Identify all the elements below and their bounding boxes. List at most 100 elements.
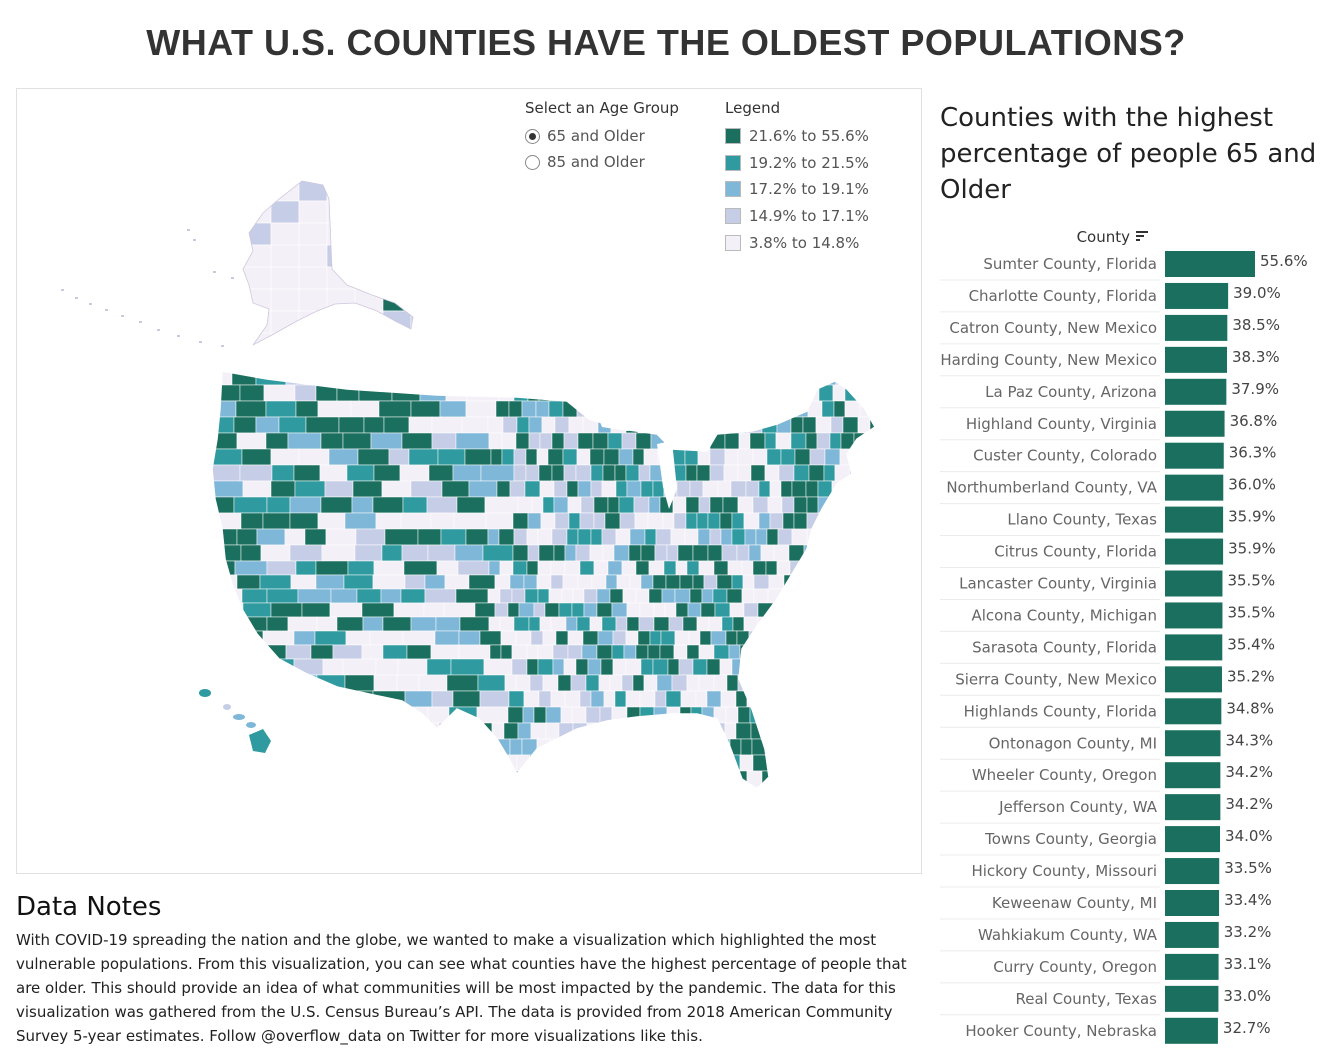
legend-swatch xyxy=(725,181,741,198)
legend-swatch xyxy=(725,154,741,171)
legend-title: Legend xyxy=(725,99,781,117)
legend-item[interactable]: 3.8% to 14.8% xyxy=(725,229,869,256)
data-label: 38.5% xyxy=(1232,316,1280,334)
legend-item[interactable]: 14.9% to 17.1% xyxy=(725,203,869,230)
county-bar-chart: County Sumter County, Florida 55.6% Charlot… xyxy=(940,228,1308,1044)
category-label: Curry County, Oregon xyxy=(993,958,1157,976)
bar[interactable] xyxy=(1165,953,1219,980)
bar[interactable] xyxy=(1165,346,1227,373)
category-label: Sierra County, New Mexico xyxy=(955,670,1157,688)
category-label: Hickory County, Missouri xyxy=(971,862,1157,880)
bar[interactable] xyxy=(1165,282,1229,309)
data-label: 36.0% xyxy=(1228,476,1276,494)
data-label: 33.4% xyxy=(1224,891,1272,909)
contiguous-us-counties[interactable] xyxy=(212,369,890,803)
category-label: Jefferson County, WA xyxy=(998,798,1158,816)
map-panel: Select an Age Group 65 and Older 85 and … xyxy=(16,88,922,874)
legend-item[interactable]: 21.6% to 55.6% xyxy=(725,123,869,150)
data-label: 34.3% xyxy=(1226,731,1274,749)
bar[interactable] xyxy=(1165,251,1255,277)
data-label: 34.8% xyxy=(1226,699,1274,717)
data-notes-body: With COVID-19 spreading the nation and t… xyxy=(16,931,907,1045)
data-label: 32.7% xyxy=(1223,1019,1271,1037)
data-label: 34.2% xyxy=(1225,763,1273,781)
category-label: Hooker County, Nebraska xyxy=(965,1022,1157,1040)
bar[interactable] xyxy=(1165,634,1223,661)
bar[interactable] xyxy=(1165,506,1224,533)
bar[interactable] xyxy=(1165,730,1221,757)
bar[interactable] xyxy=(1165,1017,1218,1044)
data-label: 35.9% xyxy=(1228,508,1276,526)
bar[interactable] xyxy=(1165,666,1222,693)
axis-label-county: County xyxy=(1077,228,1131,246)
hawaii-counties[interactable] xyxy=(199,689,271,753)
map-legend: Legend 21.6% to 55.6% 19.2% to 21.5% 17.… xyxy=(725,99,869,256)
bar[interactable] xyxy=(1165,762,1221,789)
bar[interactable] xyxy=(1165,538,1224,565)
us-county-map[interactable] xyxy=(17,89,921,873)
data-label: 55.6% xyxy=(1260,252,1308,270)
legend-label: 14.9% to 17.1% xyxy=(749,207,869,226)
bar[interactable] xyxy=(1165,794,1221,821)
bar[interactable] xyxy=(1165,826,1221,853)
category-label: Real County, Texas xyxy=(1015,990,1157,1008)
radio-label: 65 and Older xyxy=(547,127,645,145)
data-label: 35.5% xyxy=(1227,572,1275,590)
bar[interactable] xyxy=(1165,314,1228,341)
data-label: 38.3% xyxy=(1232,348,1280,366)
bar[interactable] xyxy=(1165,921,1219,948)
legend-swatch xyxy=(725,128,741,145)
legend-label: 17.2% to 19.1% xyxy=(749,180,869,199)
data-label: 35.4% xyxy=(1227,635,1275,653)
category-label: Lancaster County, Virginia xyxy=(959,575,1157,593)
data-label: 33.2% xyxy=(1224,923,1272,941)
radio-65-and-older[interactable]: 65 and Older xyxy=(525,123,679,149)
category-label: Citrus County, Florida xyxy=(994,543,1157,561)
legend-swatch xyxy=(725,208,741,225)
radio-85-and-older[interactable]: 85 and Older xyxy=(525,149,679,175)
legend-label: 21.6% to 55.6% xyxy=(749,127,869,146)
bar[interactable] xyxy=(1165,410,1225,437)
data-label: 34.2% xyxy=(1225,795,1273,813)
alaska-outline xyxy=(242,180,414,346)
category-label: Sarasota County, Florida xyxy=(972,638,1157,656)
radio-selected-icon[interactable] xyxy=(525,128,540,144)
bar[interactable] xyxy=(1165,602,1223,629)
data-label: 33.0% xyxy=(1223,987,1271,1005)
legend-item[interactable]: 17.2% to 19.1% xyxy=(725,176,869,203)
category-label: Ontonagon County, MI xyxy=(989,734,1157,752)
bar[interactable] xyxy=(1165,570,1223,597)
sort-icon[interactable] xyxy=(1136,231,1148,241)
bar[interactable] xyxy=(1165,698,1222,725)
bar[interactable] xyxy=(1165,858,1220,885)
category-label: Harding County, New Mexico xyxy=(940,351,1157,369)
category-label: Highland County, Virginia xyxy=(966,415,1157,433)
category-label: Custer County, Colorado xyxy=(973,447,1157,465)
bar[interactable] xyxy=(1165,985,1219,1012)
lake-michigan xyxy=(657,441,677,509)
data-label: 35.2% xyxy=(1227,667,1275,685)
data-label: 35.9% xyxy=(1228,540,1276,558)
data-label: 39.0% xyxy=(1233,284,1281,302)
ranking-title: Counties with the highest percentage of … xyxy=(940,103,1317,205)
category-label: Northumberland County, VA xyxy=(946,479,1157,497)
age-group-selector-label: Select an Age Group xyxy=(525,99,679,117)
bar[interactable] xyxy=(1165,474,1224,501)
data-notes-title: Data Notes xyxy=(16,892,162,922)
category-label: Wahkiakum County, WA xyxy=(978,926,1158,944)
bar[interactable] xyxy=(1165,890,1220,916)
bar[interactable] xyxy=(1165,378,1227,405)
aleutian-islands xyxy=(61,229,234,347)
category-label: Llano County, Texas xyxy=(1007,511,1157,529)
bar[interactable] xyxy=(1165,442,1224,469)
data-label: 37.9% xyxy=(1231,380,1279,398)
radio-unselected-icon[interactable] xyxy=(525,154,540,170)
category-label: Highlands County, Florida xyxy=(964,702,1157,720)
category-label: Sumter County, Florida xyxy=(983,255,1157,273)
legend-label: 19.2% to 21.5% xyxy=(749,153,869,172)
category-label: Charlotte County, Florida xyxy=(969,287,1157,305)
age-group-selector: Select an Age Group 65 and Older 85 and … xyxy=(525,99,679,175)
data-label: 36.8% xyxy=(1230,412,1278,430)
data-label: 33.5% xyxy=(1224,859,1272,877)
legend-item[interactable]: 19.2% to 21.5% xyxy=(725,150,869,177)
